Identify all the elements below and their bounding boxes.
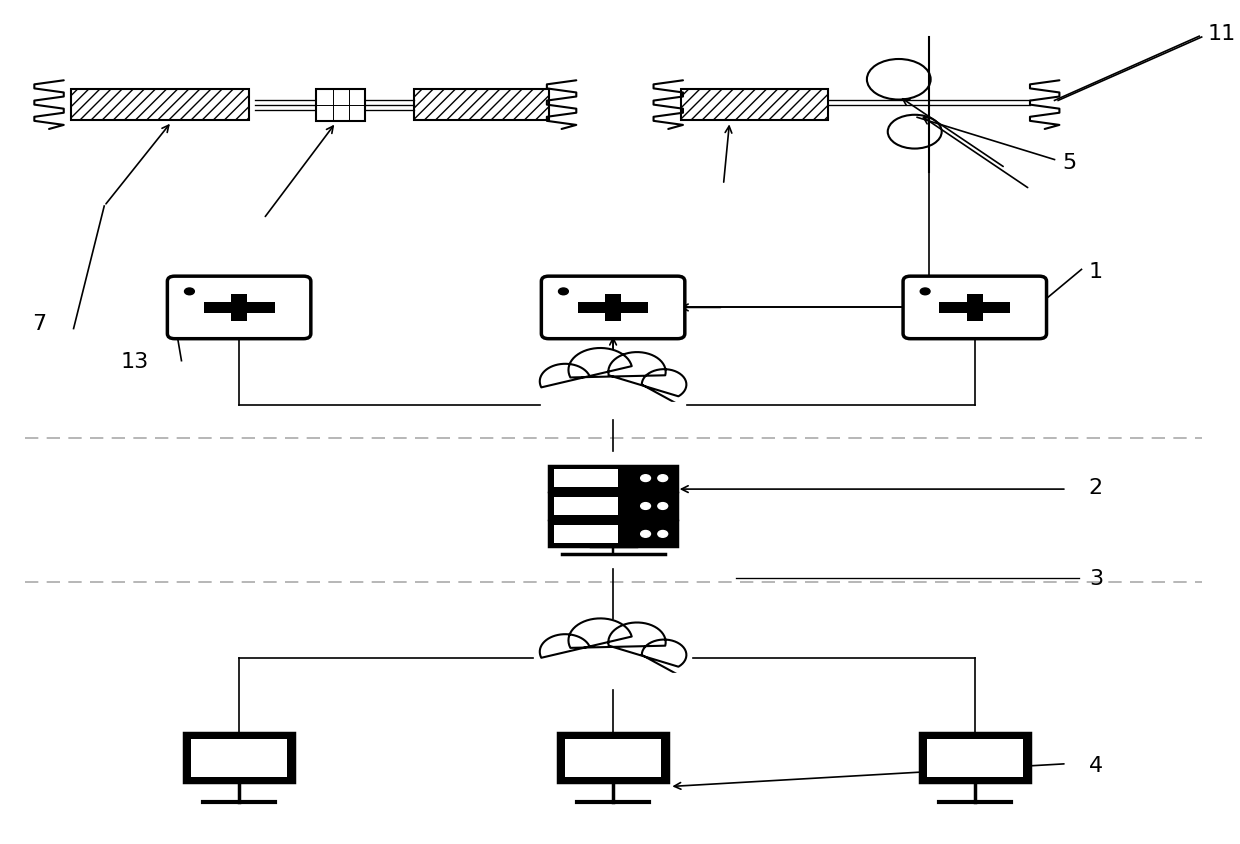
- Bar: [553, 525, 618, 544]
- Text: 4: 4: [1089, 755, 1102, 776]
- Bar: [414, 90, 549, 121]
- Bar: [553, 497, 618, 516]
- Bar: [605, 295, 621, 322]
- Polygon shape: [539, 619, 687, 676]
- FancyBboxPatch shape: [542, 277, 684, 339]
- Bar: [549, 494, 677, 519]
- Circle shape: [641, 503, 651, 510]
- Polygon shape: [539, 349, 687, 406]
- Bar: [203, 302, 274, 314]
- Text: 5: 5: [1061, 153, 1076, 173]
- Bar: [71, 90, 249, 121]
- Circle shape: [658, 475, 667, 482]
- Bar: [578, 302, 649, 314]
- Text: 13: 13: [120, 351, 149, 371]
- FancyBboxPatch shape: [903, 277, 1047, 339]
- Bar: [920, 733, 1030, 782]
- Bar: [549, 466, 677, 491]
- Text: 3: 3: [1089, 568, 1102, 588]
- Bar: [558, 733, 668, 782]
- Circle shape: [641, 475, 651, 482]
- Bar: [549, 522, 677, 547]
- Bar: [940, 302, 1011, 314]
- Text: 7: 7: [32, 313, 46, 333]
- Circle shape: [658, 531, 667, 538]
- Bar: [928, 738, 1023, 777]
- Circle shape: [920, 289, 930, 295]
- Text: 2: 2: [1089, 478, 1102, 498]
- Bar: [565, 738, 661, 777]
- Circle shape: [558, 289, 568, 295]
- Text: 1: 1: [1089, 262, 1102, 282]
- Bar: [232, 295, 247, 322]
- Bar: [191, 738, 286, 777]
- Circle shape: [658, 503, 667, 510]
- Text: 11: 11: [1208, 24, 1236, 44]
- Bar: [553, 469, 618, 488]
- Bar: [316, 89, 366, 122]
- Circle shape: [641, 531, 651, 538]
- Bar: [967, 295, 982, 322]
- FancyBboxPatch shape: [167, 277, 311, 339]
- Bar: [184, 733, 294, 782]
- Bar: [681, 90, 827, 121]
- Circle shape: [185, 289, 195, 295]
